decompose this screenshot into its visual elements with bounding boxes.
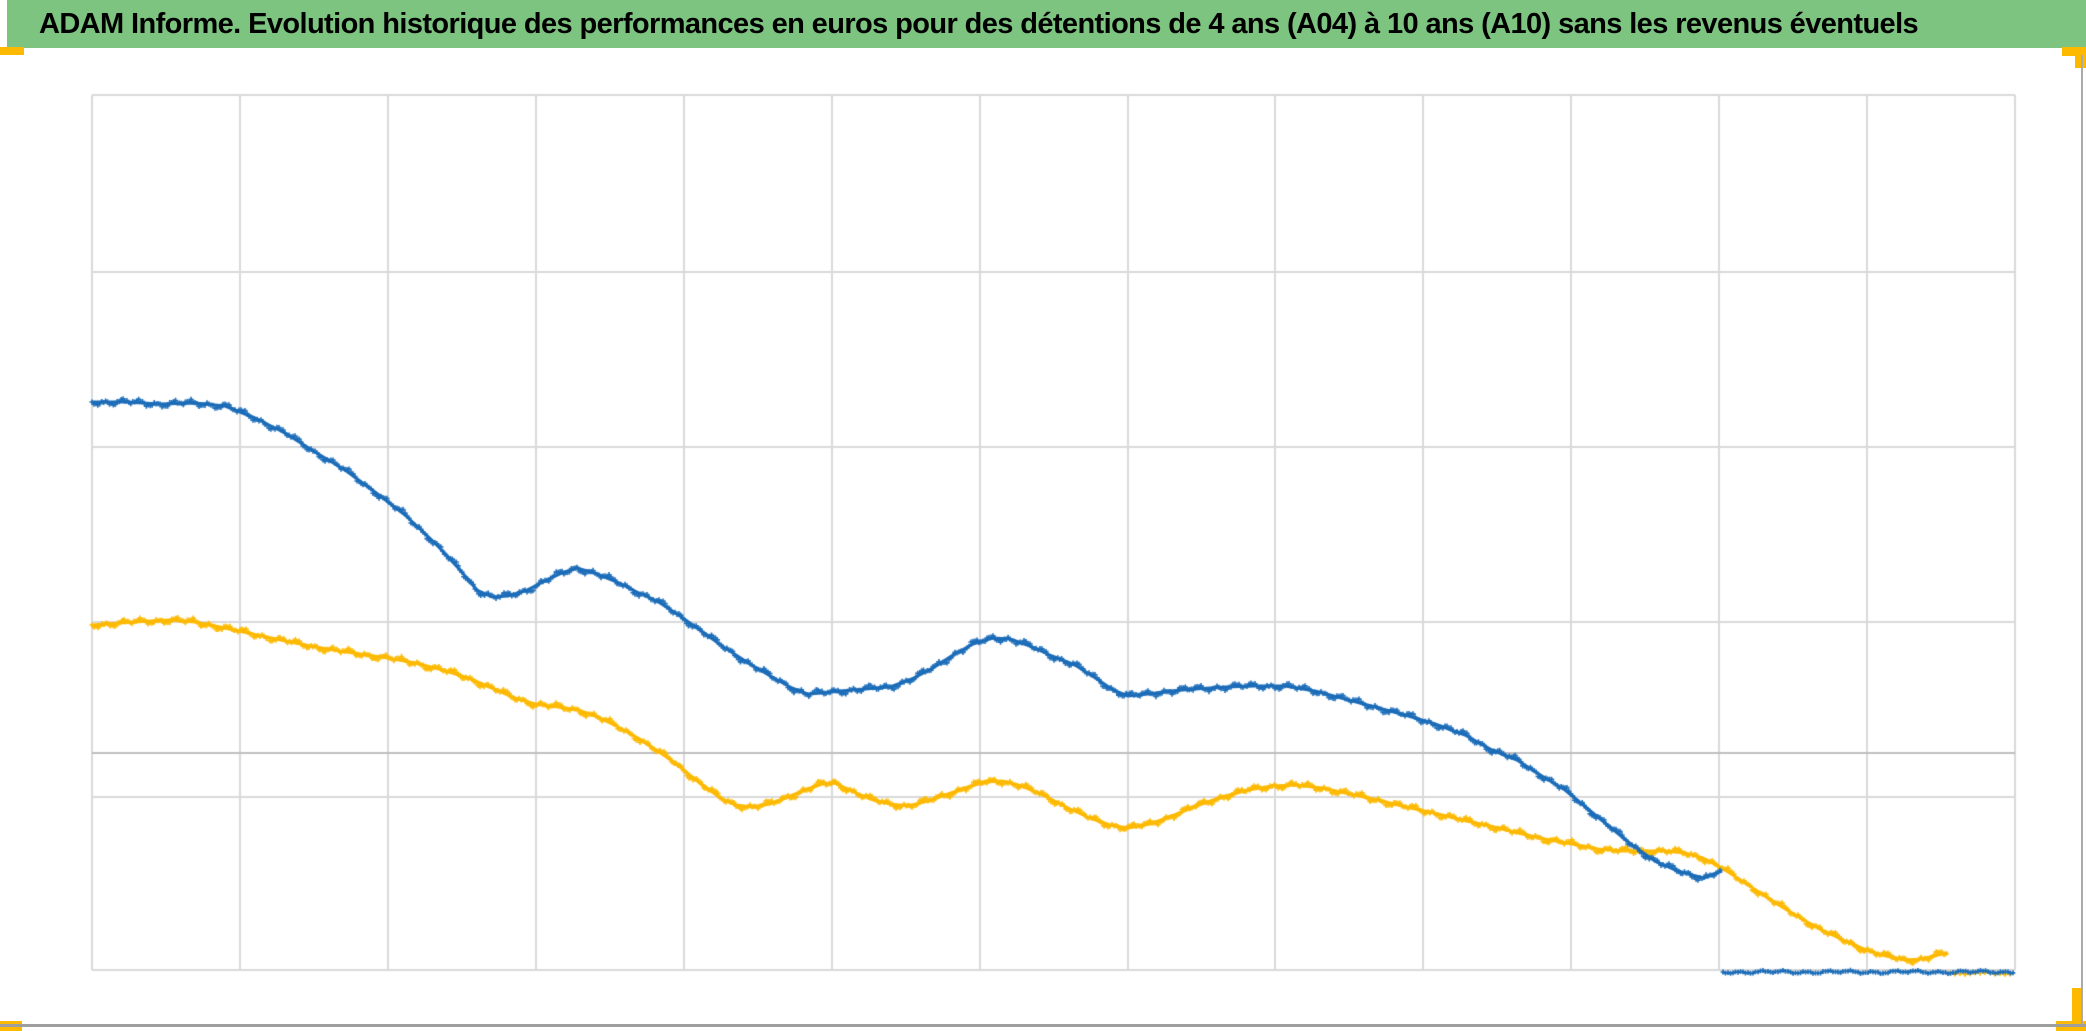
- pane-bottom-rule: [0, 1024, 2086, 1027]
- selection-handle-top-left: [0, 47, 24, 55]
- selection-handle-bottom-right-v: [2072, 988, 2083, 1031]
- selection-handle-top-right-v: [2075, 47, 2086, 68]
- pane-right-border: [2081, 55, 2083, 1027]
- title-bar: ADAM Informe. Evolution historique des p…: [7, 0, 2086, 48]
- page-title: ADAM Informe. Evolution historique des p…: [39, 7, 1919, 40]
- selection-handle-top-right-h: [2062, 47, 2086, 56]
